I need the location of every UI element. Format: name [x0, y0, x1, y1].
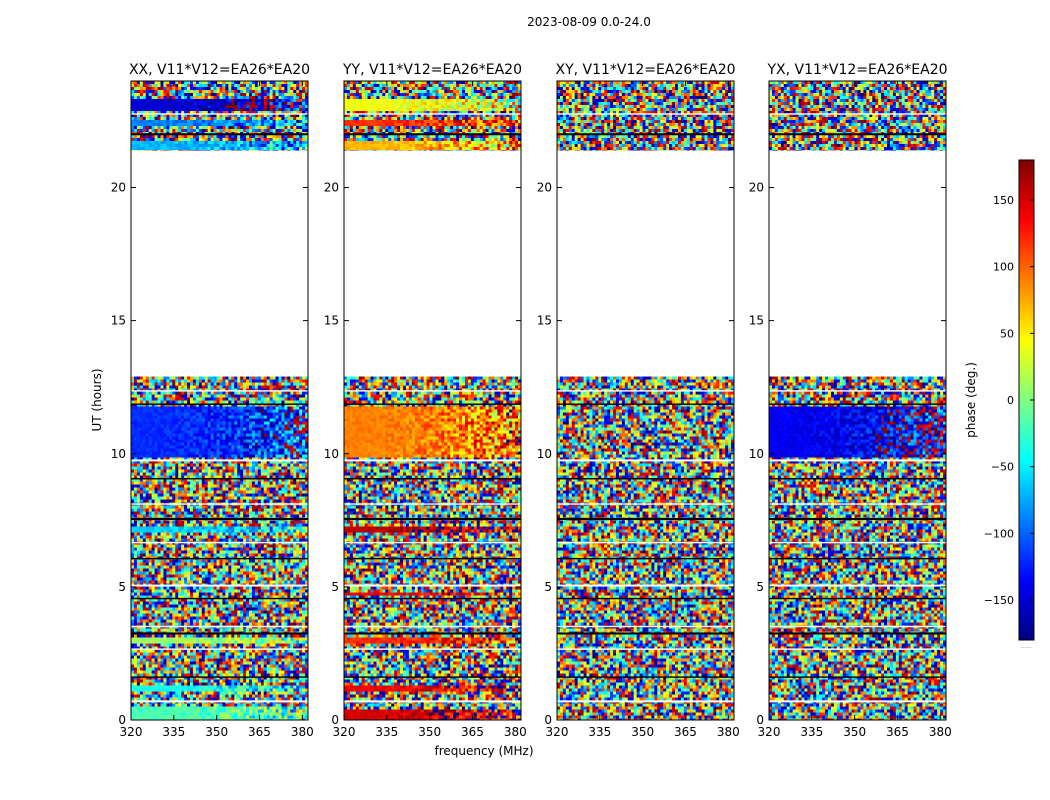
- panel-4: YX, V11*V12=EA26*EA20 320 335 350 365 380 0 5 10…: [749, 62, 952, 739]
- y-tick-label: 0: [118, 713, 126, 727]
- y-tick-label: 10: [111, 447, 126, 461]
- colorbar-tick-label: 150: [993, 194, 1014, 207]
- panel-heatmap: [344, 81, 521, 720]
- panel-frame: [130, 80, 309, 721]
- x-tick-label: 365: [248, 725, 271, 739]
- panel-3: XY, V11*V12=EA26*EA20 320 335 350 365 380 0 5 10…: [537, 62, 740, 739]
- y-tick-label: 0: [544, 713, 552, 727]
- figure-ylabel: UT (hours): [90, 368, 104, 431]
- x-tick-label: 335: [800, 725, 823, 739]
- x-tick-label: 365: [674, 725, 697, 739]
- y-tick-label: 10: [749, 447, 764, 461]
- panel-frame: [556, 80, 735, 721]
- panel-title: XY, V11*V12=EA26*EA20: [555, 62, 735, 78]
- x-tick-label: 380: [717, 725, 740, 739]
- x-tick-label: 320: [333, 725, 356, 739]
- y-tick-label: 0: [756, 713, 764, 727]
- x-tick-label: 320: [120, 725, 143, 739]
- y-tick-label: 0: [331, 713, 339, 727]
- y-tick-label: 15: [111, 314, 126, 328]
- panel-2: YY, V11*V12=EA26*EA20 320 335 350 365 380 0 5 10…: [324, 62, 527, 739]
- colorbar-tick-label: −150: [984, 594, 1014, 607]
- colorbar-tick-label: −100: [984, 527, 1014, 540]
- panel-title: XX, V11*V12=EA26*EA20: [129, 62, 310, 78]
- x-tick-label: 350: [418, 725, 441, 739]
- panels-group: XX, V11*V12=EA26*EA20 320 335 350 365 380 0 5 10…: [111, 62, 952, 739]
- panel-frame: [768, 80, 947, 721]
- y-tick-label: 15: [749, 314, 764, 328]
- x-tick-label: 335: [588, 725, 611, 739]
- x-tick-label: 320: [758, 725, 781, 739]
- x-tick-label: 350: [631, 725, 654, 739]
- y-tick-label: 15: [537, 314, 552, 328]
- colorbar-tick-label: 100: [993, 261, 1014, 274]
- y-tick-label: 5: [118, 580, 126, 594]
- y-tick-label: 15: [324, 314, 339, 328]
- panel-1: XX, V11*V12=EA26*EA20 320 335 350 365 380 0 5 10…: [111, 62, 314, 739]
- x-tick-label: 380: [504, 725, 527, 739]
- colorbar: 150 100 50 0 −50 −100 −150 phase (deg.) ......: [964, 159, 1035, 650]
- colorbar-label: phase (deg.): [964, 362, 978, 438]
- panel-heatmap: [769, 81, 946, 720]
- y-tick-label: 5: [544, 580, 552, 594]
- colorbar-footnote: ......: [1020, 643, 1032, 650]
- x-tick-label: 335: [162, 725, 185, 739]
- panel-heatmap: [557, 81, 734, 720]
- x-tick-label: 380: [929, 725, 952, 739]
- y-tick-label: 5: [756, 580, 764, 594]
- colorbar-ticks: 150 100 50 0 −50 −100 −150: [984, 194, 1034, 607]
- y-tick-label: 20: [749, 181, 764, 195]
- figure-xlabel: frequency (MHz): [434, 744, 533, 758]
- y-tick-label: 20: [324, 181, 339, 195]
- colorbar-tick-label: 0: [1007, 394, 1014, 407]
- x-tick-label: 350: [205, 725, 228, 739]
- panel-title: YX, V11*V12=EA26*EA20: [766, 62, 947, 78]
- y-tick-label: 20: [537, 181, 552, 195]
- x-tick-label: 350: [843, 725, 866, 739]
- colorbar-tick-label: 50: [1000, 327, 1014, 340]
- x-tick-label: 335: [375, 725, 398, 739]
- panel-heatmap: [131, 81, 308, 720]
- x-tick-label: 380: [291, 725, 314, 739]
- panel-frame: [343, 80, 522, 721]
- x-tick-label: 320: [546, 725, 569, 739]
- figure-suptitle: 2023-08-09 0.0-24.0: [527, 15, 651, 29]
- x-tick-label: 365: [886, 725, 909, 739]
- y-tick-label: 20: [111, 181, 126, 195]
- y-tick-label: 5: [331, 580, 339, 594]
- y-tick-label: 10: [537, 447, 552, 461]
- panel-title: YY, V11*V12=EA26*EA20: [342, 62, 522, 78]
- x-tick-label: 365: [461, 725, 484, 739]
- colorbar-tick-label: −50: [991, 461, 1014, 474]
- y-tick-label: 10: [324, 447, 339, 461]
